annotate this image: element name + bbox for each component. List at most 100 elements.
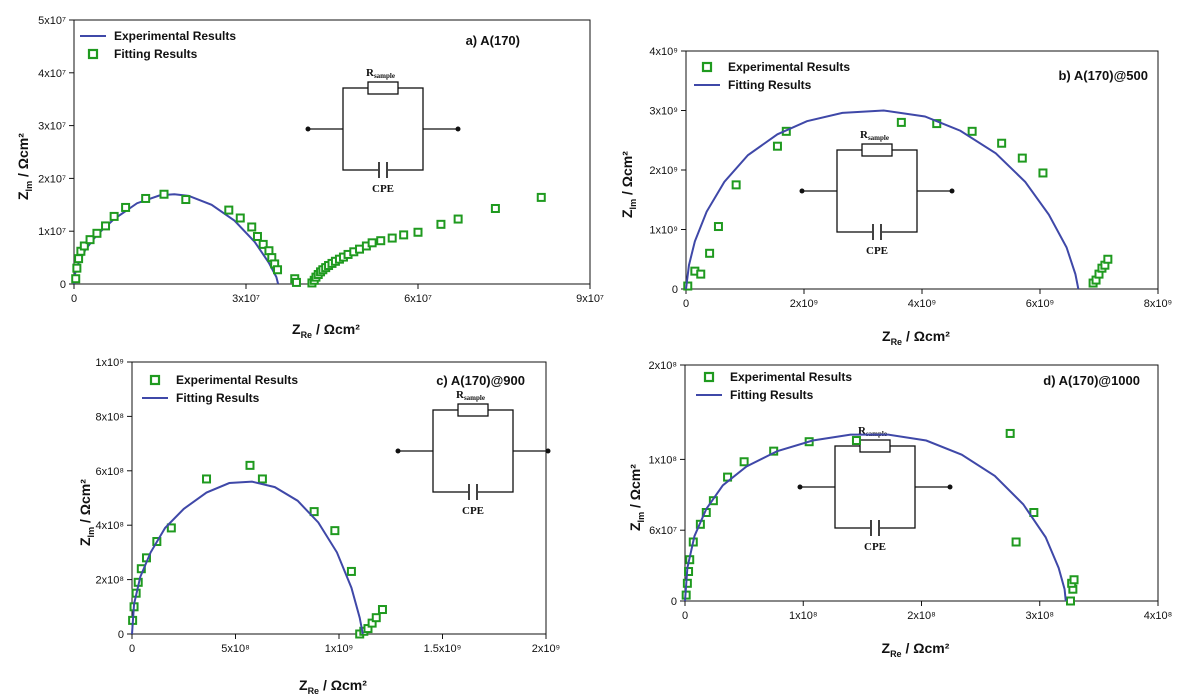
data-point-marker <box>224 205 234 215</box>
panel-title: a) A(170) <box>466 33 520 48</box>
data-point-marker <box>376 236 386 246</box>
circuit-loop <box>342 87 424 171</box>
y-tick-label: 0 <box>118 629 124 641</box>
y-tick-label: 1x10⁹ <box>95 357 124 369</box>
legend-entry: Experimental Results <box>114 29 236 43</box>
x-tick-label: 0 <box>71 293 77 305</box>
legend-entry: Fitting Results <box>176 391 260 405</box>
data-point-marker <box>291 277 301 287</box>
cpe-label: CPE <box>372 183 394 195</box>
data-point-marker <box>371 613 381 623</box>
x-tick-label: 1.5x10⁹ <box>424 643 462 655</box>
data-point-marker <box>1029 508 1039 517</box>
x-tick-label: 0 <box>683 298 689 310</box>
data-point-marker <box>377 605 387 615</box>
equivalent-circuit: Rsample CPE <box>395 389 551 517</box>
legend-entry: Fitting Results <box>728 78 812 92</box>
data-point-marker <box>731 180 741 190</box>
y-axis-label: ZIm / Ωcm² <box>15 133 34 200</box>
x-tick-label: 4x10⁹ <box>908 298 937 310</box>
resistor-label: Rsample <box>366 67 395 80</box>
data-point-marker <box>159 189 169 199</box>
data-point-marker <box>346 566 356 576</box>
data-point-marker <box>121 202 131 212</box>
chart-panel-a: 0 3x10⁷ 6x10⁷ 9x10⁷ 0 1x10⁷ 2x10⁷ 3x10⁷ 4x10⁷ 5x1… <box>15 15 604 340</box>
data-point-marker <box>1038 168 1048 178</box>
y-axis-label-main: Z <box>619 209 635 218</box>
y-tick-label: 2x10⁸ <box>649 360 678 372</box>
cpe-label: CPE <box>866 245 888 257</box>
resistor-label-sub: sample <box>868 134 889 142</box>
cpe-label: CPE <box>864 541 886 553</box>
data-point-marker <box>79 241 89 251</box>
y-axis-label-unit: / Ωcm² <box>627 464 643 512</box>
legend-entry: Experimental Results <box>730 370 852 384</box>
legend-entry: Fitting Results <box>730 388 814 402</box>
x-axis-label: ZRe / Ωcm² <box>299 677 367 696</box>
resistor-symbol <box>859 439 891 453</box>
fit-series-line <box>131 480 364 635</box>
data-point-marker <box>453 214 463 224</box>
y-tick-label: 1x10⁷ <box>38 226 66 238</box>
data-point-marker <box>713 222 723 232</box>
x-tick-label: 6x10⁷ <box>404 293 432 305</box>
circuit-loop <box>432 409 514 493</box>
x-axis-label-sub: Re <box>890 649 902 659</box>
chart-panel-d: 0 1x10⁸ 2x10⁸ 3x10⁸ 4x10⁸06x10⁷1x10⁸2x10⁸ZRe… <box>627 360 1172 659</box>
y-axis-label-unit: / Ωcm² <box>619 151 635 199</box>
data-point-marker <box>413 227 423 237</box>
x-axis-label: ZRe / Ωcm² <box>882 328 950 347</box>
data-point-marker <box>92 228 102 238</box>
data-point-marker <box>330 526 340 536</box>
y-tick-label: 4x10⁷ <box>38 68 66 80</box>
y-tick-label: 3x10⁷ <box>38 121 66 133</box>
data-point-marker <box>109 211 119 221</box>
data-point-marker <box>166 523 176 533</box>
y-tick-label: 2x10⁸ <box>96 575 125 587</box>
legend-entry: Fitting Results <box>114 47 198 61</box>
circuit-loop <box>836 149 918 233</box>
y-tick-label: 2x10⁷ <box>38 173 66 185</box>
data-point-marker <box>1065 596 1075 606</box>
legend-marker-swatch <box>87 48 99 60</box>
data-point-marker <box>696 269 706 279</box>
resistor-symbol <box>457 403 489 417</box>
equivalent-circuit: Rsample CPE <box>305 67 461 195</box>
capacitor-gap <box>378 162 388 178</box>
y-tick-label: 1x10⁹ <box>649 225 678 237</box>
fit-series-line <box>684 433 1067 602</box>
x-tick-label: 0 <box>129 643 135 655</box>
x-tick-label: 1x10⁸ <box>789 610 818 622</box>
data-point-marker <box>367 238 377 248</box>
equivalent-circuit: Rsample CPE <box>799 129 955 257</box>
y-tick-label: 2x10⁹ <box>649 165 678 177</box>
data-point-marker <box>258 239 268 249</box>
data-point-marker <box>273 265 283 275</box>
data-point-marker <box>997 138 1007 148</box>
legend-marker-swatch <box>701 61 713 73</box>
panel-title: c) A(170)@900 <box>436 373 525 388</box>
x-axis-label: ZRe / Ωcm² <box>882 640 950 659</box>
x-axis-label-unit: / Ωcm² <box>902 640 950 656</box>
x-axis-label-main: Z <box>882 640 891 656</box>
data-point-marker <box>399 230 409 240</box>
capacitor-gap <box>872 224 882 240</box>
legend-marker-swatch <box>703 371 715 383</box>
y-tick-label: 6x10⁸ <box>96 466 125 478</box>
y-tick-label: 4x10⁸ <box>96 520 125 532</box>
capacitor-gap <box>870 520 880 536</box>
resistor-symbol <box>861 143 893 157</box>
data-point-marker <box>71 274 81 284</box>
y-tick-label: 4x10⁹ <box>649 46 678 58</box>
y-axis-label-sub: Im <box>636 512 646 523</box>
data-point-marker <box>536 192 546 202</box>
data-point-marker <box>1069 575 1079 585</box>
x-tick-label: 4x10⁸ <box>1144 610 1173 622</box>
y-axis-label: ZIm / Ωcm² <box>627 464 646 531</box>
y-axis-label-sub: Im <box>86 527 96 538</box>
data-point-marker <box>72 263 82 273</box>
x-axis-label-main: Z <box>882 328 891 344</box>
x-tick-label: 6x10⁹ <box>1026 298 1055 310</box>
data-point-marker <box>1011 537 1021 547</box>
data-point-marker <box>309 507 319 517</box>
